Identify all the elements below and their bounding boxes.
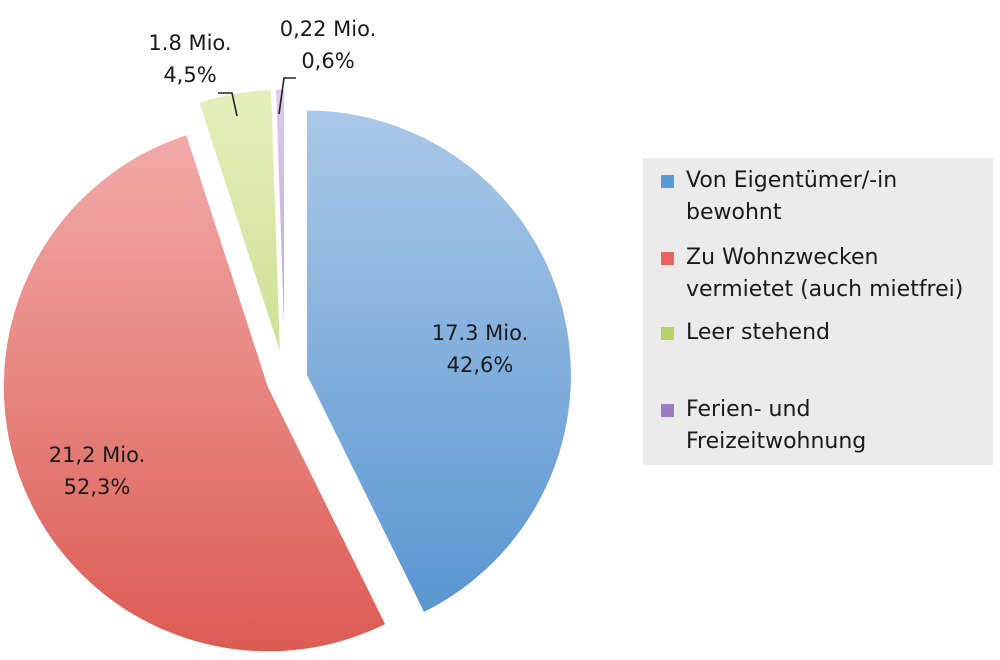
leader-line: [218, 92, 238, 117]
legend: Von Eigentümer/-in bewohnt Zu Wohnzwecken v…: [643, 158, 993, 465]
legend-entry-label: bewohnt: [686, 200, 782, 225]
legend-background: [643, 158, 993, 465]
data-label-value: 17.3 Mio.: [432, 321, 529, 345]
pie-slice: [2, 134, 387, 653]
data-label-percent: 52,3%: [64, 475, 131, 499]
legend-swatch: [661, 175, 674, 188]
pie-slice: [275, 88, 286, 355]
data-label-value: 1.8 Mio.: [148, 31, 231, 55]
legend-entry-label: Ferien- und: [686, 397, 810, 422]
legend-swatch: [661, 327, 674, 340]
legend-swatch: [661, 404, 674, 417]
legend-entry-label: Von Eigentümer/-in: [686, 168, 897, 193]
data-label-percent: 42,6%: [447, 353, 514, 377]
leader-lines: [218, 77, 296, 117]
leader-line: [278, 77, 296, 115]
data-label-percent: 0,6%: [301, 49, 354, 73]
pie-slices: [2, 88, 572, 653]
legend-entry-label: Zu Wohnzwecken: [686, 245, 878, 270]
legend-entry-label: Leer stehend: [686, 320, 830, 345]
data-label-value: 0,22 Mio.: [280, 17, 377, 41]
legend-swatch: [661, 252, 674, 265]
data-labels: 17.3 Mio. 42,6% 21,2 Mio. 52,3% 1.8 Mio. 4,5%…: [49, 17, 529, 499]
data-label-percent: 4,5%: [163, 63, 216, 87]
legend-entry-label: Freizeitwohnung: [686, 429, 866, 454]
pie-slice: [305, 109, 572, 614]
legend-entry-label: vermietet (auch mietfrei): [686, 277, 963, 302]
pie-slice: [198, 89, 282, 355]
data-label-value: 21,2 Mio.: [49, 443, 146, 467]
